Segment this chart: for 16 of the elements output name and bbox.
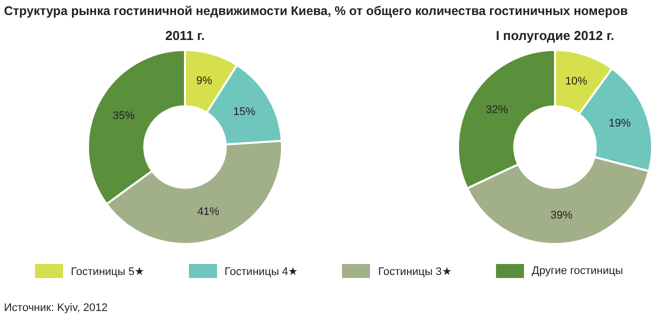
- legend-label: Гостиницы 4★: [224, 264, 298, 278]
- data-label: 19%: [608, 118, 632, 130]
- data-label: 39%: [550, 210, 573, 222]
- data-label: 35%: [112, 110, 135, 122]
- chart-subtitle: 2011 г.: [164, 28, 206, 43]
- data-label: 41%: [197, 206, 220, 218]
- legend-label: Гостиницы 5★: [70, 264, 145, 278]
- data-label: 10%: [565, 76, 588, 88]
- text: Источник: Kyiv, 2012: [4, 302, 108, 314]
- legend-label: Гостиницы 3★: [378, 264, 452, 278]
- chart-subtitle: I полугодие 2012 г.: [494, 28, 616, 43]
- data-label: 32%: [486, 104, 508, 116]
- legend-label: Другие гостиницы: [532, 265, 624, 277]
- data-label: 15%: [233, 106, 256, 118]
- chart-title: Структура рынка гостиничной недвижимости Киева, % от общего количества гостиничных номеров: [4, 4, 628, 18]
- data-label: 9%: [196, 74, 212, 87]
